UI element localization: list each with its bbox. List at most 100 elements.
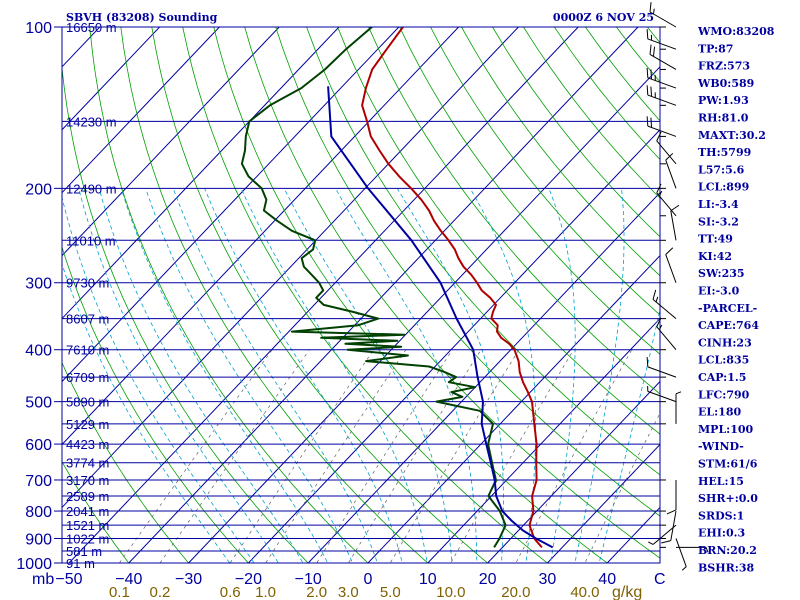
dry-adiabat-line xyxy=(182,27,549,563)
temp-tick-label: −30 xyxy=(175,571,202,588)
wind-barb-half xyxy=(650,34,653,41)
wind-barb xyxy=(646,29,677,50)
wind-barb xyxy=(675,538,687,571)
wind-barb-half xyxy=(658,190,663,197)
isotherm-line xyxy=(68,27,579,563)
mixing-ratio-line xyxy=(389,349,520,563)
wind-barb-half xyxy=(655,296,659,303)
wind-barb xyxy=(656,317,677,351)
index-line: SRDS:1 xyxy=(698,509,744,522)
moist-adiabat-line xyxy=(62,262,231,563)
dry-adiabat-line xyxy=(62,63,309,563)
pressure-tick-label: 700 xyxy=(25,473,52,490)
isotherm-line xyxy=(248,129,660,563)
isotherm-line xyxy=(427,317,660,563)
index-line: EI:-3.0 xyxy=(698,285,740,298)
wind-barb xyxy=(675,391,682,424)
series-temperature-line xyxy=(361,27,543,549)
height-label: 3170 m xyxy=(66,473,109,488)
wind-barb-staff xyxy=(670,210,677,241)
index-line: SI:-3.2 xyxy=(698,215,739,228)
wind-barb-staff xyxy=(647,38,677,50)
isotherm-line xyxy=(62,27,519,509)
wind-barb xyxy=(656,131,677,165)
dry-adiabat-line xyxy=(275,27,660,517)
mixing-ratio-label: 3.0 xyxy=(338,584,359,600)
chart-time: 0000Z 6 NOV 25 xyxy=(553,11,654,24)
index-line: SHR+:0.0 xyxy=(698,492,758,505)
index-line: TP:87 xyxy=(698,42,733,55)
wind-barb xyxy=(661,510,677,544)
height-label: 5129 m xyxy=(66,417,109,432)
height-label: 581 m xyxy=(66,544,102,559)
index-line: CAP:1.5 xyxy=(698,371,746,384)
temp-tick-label: −50 xyxy=(55,571,82,588)
wind-barb xyxy=(649,2,677,28)
moist-adiabat-line xyxy=(62,196,255,563)
temp-tick-label: 10 xyxy=(419,571,437,588)
wind-barb xyxy=(646,67,677,89)
wind-barb xyxy=(648,524,677,545)
index-line: -WIND- xyxy=(698,440,744,453)
wind-barb-staff xyxy=(656,192,677,217)
index-line: KI:42 xyxy=(698,250,732,263)
isobars xyxy=(62,26,660,564)
mixing-ratio-line xyxy=(584,412,660,563)
wind-barb xyxy=(647,385,677,403)
pressure-tick-label: 400 xyxy=(25,343,52,360)
moist-adiabat-line xyxy=(172,188,378,563)
wind-barb xyxy=(665,247,677,283)
wind-barb xyxy=(656,183,677,217)
moist-adiabat-line xyxy=(598,307,660,563)
mixing-ratio-line xyxy=(229,349,374,563)
moist-adiabat-line xyxy=(548,188,576,563)
mixing-ratio-label: 5.0 xyxy=(380,584,401,600)
index-line: HEL:15 xyxy=(698,475,744,488)
mixing-ratio-line xyxy=(118,349,273,563)
wind-barb-half xyxy=(675,391,682,395)
height-label: 2041 m xyxy=(66,504,109,519)
wind-barb-staff xyxy=(675,538,687,567)
temp-tick-label: 40 xyxy=(598,571,616,588)
mixing-ratio-label: 0.6 xyxy=(220,584,241,600)
wind-barb-full xyxy=(646,85,649,96)
moist-adiabat-line xyxy=(98,188,304,563)
index-line: LFC:790 xyxy=(698,388,750,401)
moist-adiabat-line xyxy=(335,188,478,563)
wind-barb xyxy=(676,546,709,553)
chart-title: SBVH (83208) Sounding xyxy=(66,11,218,24)
height-label: 12490 m xyxy=(66,181,117,196)
mixing-ratio-label: 1.0 xyxy=(255,584,276,600)
wind-barb-staff xyxy=(670,510,677,541)
height-label: 14230 m xyxy=(66,114,117,129)
height-label: 7610 m xyxy=(66,343,109,358)
plot-frame xyxy=(61,26,661,564)
wind-barb-staff xyxy=(647,94,677,106)
index-line: SW:235 xyxy=(698,267,745,280)
temp-tick-label: 0 xyxy=(364,571,373,588)
sounding-indices: WMO:83208 TP:87 FRZ:573 WB0:589 PW:1.93 RH:81… xyxy=(697,25,775,574)
wind-barb-full xyxy=(646,116,649,127)
moist-adiabat-line xyxy=(145,188,353,563)
wind-barb-half xyxy=(681,566,687,571)
wind-barb xyxy=(666,479,677,515)
height-label: 6709 m xyxy=(66,370,109,385)
mixing-ratio-line xyxy=(515,349,633,563)
pressure-tick-label: 200 xyxy=(25,181,52,198)
moist-adiabat-line xyxy=(469,188,537,563)
wind-barb-full xyxy=(661,540,671,544)
moist-adiabat-line xyxy=(240,188,428,563)
height-label: 1521 m xyxy=(66,518,109,533)
temp-tick-label: −20 xyxy=(235,571,262,588)
temp-tick-label: 30 xyxy=(539,571,557,588)
index-line: MAXT:30.2 xyxy=(698,129,766,142)
isotherm-line xyxy=(307,191,660,563)
pressure-tick-label: 900 xyxy=(25,531,52,548)
dry-adiabat-line xyxy=(244,27,660,559)
wind-barb-half xyxy=(647,385,649,392)
wind-barb-full xyxy=(646,67,649,78)
mixing-ratio-label: 2.0 xyxy=(306,584,327,600)
height-label: 91 m xyxy=(66,556,95,571)
dry-adiabat-line xyxy=(368,27,660,395)
